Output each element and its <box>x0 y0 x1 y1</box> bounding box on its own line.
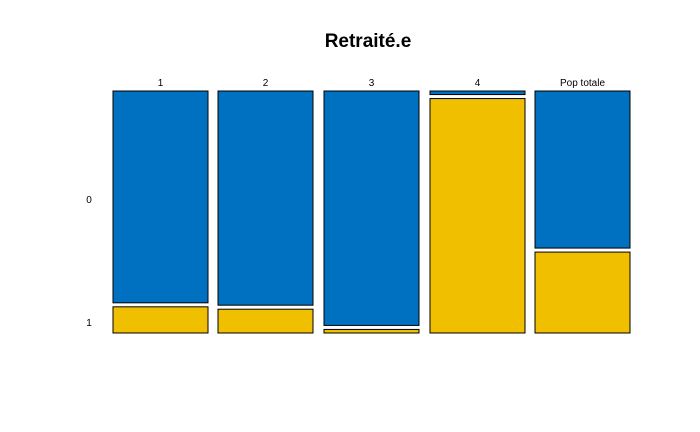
cell-4-0 <box>534 90 631 249</box>
column-label-3: 4 <box>475 78 481 89</box>
column-label-2: 3 <box>369 78 375 89</box>
chart-title: Retraité.e <box>325 31 412 52</box>
row-label-1: 1 <box>86 318 92 329</box>
cell-3-0 <box>429 90 526 96</box>
column-label-1: 2 <box>263 78 269 89</box>
cell-0-1 <box>112 306 209 334</box>
cell-2-1 <box>323 328 420 334</box>
column-label-4: Pop totale <box>560 78 605 89</box>
column-label-0: 1 <box>158 78 164 89</box>
cell-4-1 <box>534 251 631 334</box>
row-label-0: 0 <box>86 195 92 206</box>
cell-0-0 <box>112 90 209 304</box>
cell-1-1 <box>217 308 314 334</box>
chart-marks: 1 2 3 4 Pop totale <box>112 78 631 334</box>
cell-1-0 <box>217 90 314 306</box>
cell-3-1 <box>429 98 526 334</box>
cell-2-0 <box>323 90 420 326</box>
